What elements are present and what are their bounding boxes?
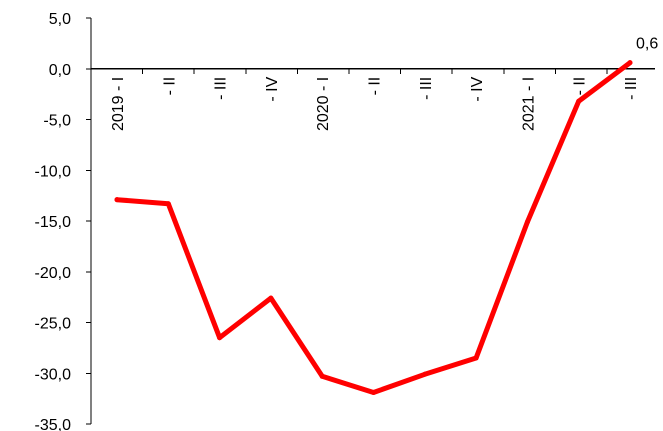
x-tick-label: - II: [367, 77, 384, 96]
series-group: [114, 60, 633, 396]
data-point: [524, 219, 530, 225]
x-tick-label: 2021 - I: [520, 77, 537, 131]
x-tick-label: 2020 - I: [315, 77, 332, 131]
series-line: [114, 60, 633, 395]
data-labels: 0,6: [636, 36, 658, 53]
data-label: 0,6: [636, 36, 658, 53]
y-tick-label: -15,0: [35, 214, 72, 231]
data-point: [319, 373, 325, 379]
x-tick-label: - III: [213, 77, 230, 100]
y-tick-label: 5,0: [49, 11, 71, 28]
y-tick-label: -10,0: [35, 163, 72, 180]
data-point: [217, 335, 223, 341]
data-point: [473, 355, 479, 361]
data-point: [576, 98, 582, 104]
x-tick-label: - IV: [469, 76, 486, 101]
data-point: [627, 60, 633, 66]
y-tick-label: -25,0: [35, 316, 72, 333]
y-axis: 5,0 0,0 -5,0 -10,0 -15,0 -20,0 -25,0 -30,0 -35,0: [35, 11, 92, 431]
data-point: [268, 295, 274, 301]
y-tick-label: -20,0: [35, 265, 72, 282]
x-tick-label: 2019 - I: [110, 77, 127, 131]
data-point: [371, 390, 376, 396]
data-point: [165, 201, 171, 207]
data-point: [422, 371, 428, 377]
y-tick-label: -5,0: [43, 113, 71, 130]
x-tick-label: - II: [572, 77, 589, 96]
y-tick-label: -30,0: [35, 366, 72, 383]
x-tick-label: - III: [623, 77, 640, 100]
x-tick-label: - II: [161, 77, 178, 96]
data-point: [114, 197, 120, 203]
x-axis: 2019 - I - II - III - IV 2020 - I - II - III - …: [90, 68, 655, 131]
x-tick-label: - IV: [264, 76, 281, 101]
x-tick-label: - III: [418, 77, 435, 100]
y-tick-label: 0,0: [49, 62, 71, 79]
y-tick-label: -35,0: [35, 417, 72, 431]
